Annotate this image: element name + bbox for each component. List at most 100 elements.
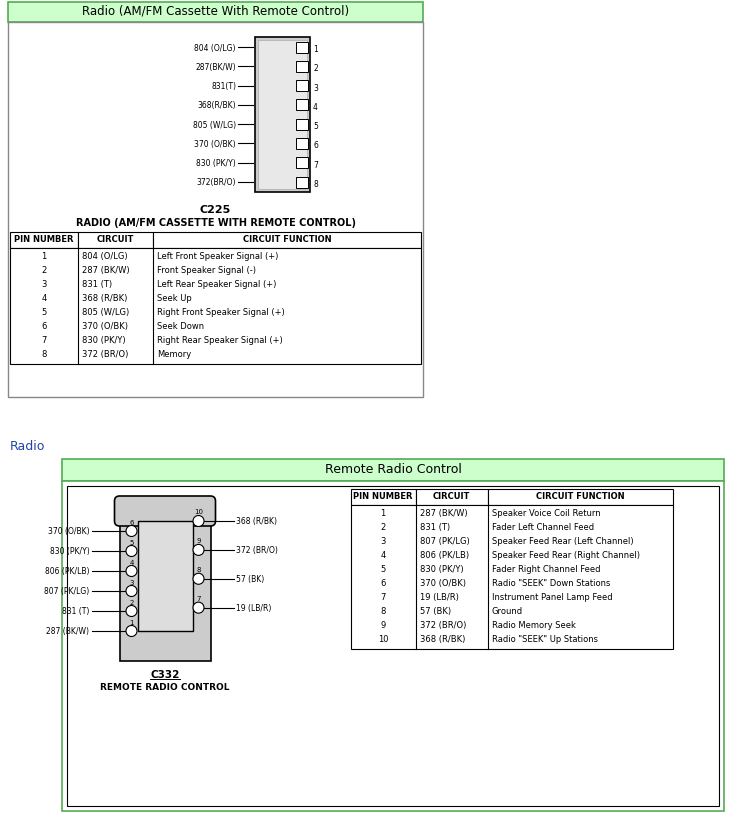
Bar: [78, 233, 153, 249]
Bar: [8, 3, 423, 23]
Text: 10: 10: [378, 634, 389, 643]
Text: CIRCUIT FUNCTION: CIRCUIT FUNCTION: [536, 491, 624, 500]
Text: Ground: Ground: [492, 606, 523, 615]
Bar: [296, 81, 308, 92]
Circle shape: [193, 573, 204, 585]
Text: 831(T): 831(T): [211, 82, 236, 91]
Text: 805 (W/LG): 805 (W/LG): [82, 308, 130, 317]
Text: 830 (PK/Y): 830 (PK/Y): [419, 564, 463, 573]
Text: 287 (BK/W): 287 (BK/W): [47, 627, 89, 636]
Text: Right Front Speaker Signal (+): Right Front Speaker Signal (+): [157, 308, 285, 317]
Text: Fader Left Channel Feed: Fader Left Channel Feed: [492, 523, 594, 532]
Text: 4: 4: [313, 102, 318, 111]
Text: 804 (O/LG): 804 (O/LG): [195, 43, 236, 52]
Text: Front Speaker Signal (-): Front Speaker Signal (-): [157, 265, 256, 274]
Text: 830 (PK/Y): 830 (PK/Y): [196, 159, 236, 168]
Circle shape: [126, 545, 137, 557]
Bar: [62, 482, 724, 811]
Text: 831 (T): 831 (T): [62, 607, 89, 616]
Bar: [67, 486, 719, 806]
Text: 370 (O/BK): 370 (O/BK): [48, 527, 89, 536]
Text: 57 (BK): 57 (BK): [236, 575, 264, 584]
Bar: [138, 522, 193, 631]
Text: 8: 8: [41, 350, 47, 359]
Text: 3: 3: [130, 579, 134, 586]
Text: 9: 9: [196, 537, 201, 543]
Bar: [10, 249, 421, 364]
Text: 370 (O/BK): 370 (O/BK): [195, 140, 236, 149]
Bar: [296, 61, 308, 73]
Bar: [296, 120, 308, 130]
Text: 805 (W/LG): 805 (W/LG): [193, 120, 236, 129]
Text: 6: 6: [130, 519, 134, 525]
Text: 830 (PK/Y): 830 (PK/Y): [82, 336, 126, 345]
Text: Radio "SEEK" Up Stations: Radio "SEEK" Up Stations: [492, 634, 597, 643]
Text: 2: 2: [130, 600, 134, 605]
Text: 4: 4: [381, 550, 386, 559]
Text: 287 (BK/W): 287 (BK/W): [419, 509, 467, 518]
Text: 4: 4: [42, 294, 47, 303]
Text: Speaker Feed Rear (Right Channel): Speaker Feed Rear (Right Channel): [492, 550, 640, 559]
Text: 5: 5: [42, 308, 47, 317]
Text: 1: 1: [130, 619, 134, 625]
Bar: [351, 490, 416, 505]
Circle shape: [126, 566, 137, 577]
Text: 807 (PK/LG): 807 (PK/LG): [44, 586, 89, 595]
Circle shape: [193, 603, 204, 613]
Text: 368 (R/BK): 368 (R/BK): [419, 634, 465, 643]
Text: Seek Up: Seek Up: [157, 294, 192, 303]
Text: Speaker Voice Coil Return: Speaker Voice Coil Return: [492, 509, 600, 518]
Text: 830 (PK/Y): 830 (PK/Y): [50, 547, 89, 556]
Bar: [351, 505, 673, 649]
Text: 8: 8: [196, 566, 201, 572]
Bar: [258, 41, 307, 190]
Text: 19 (LB/R): 19 (LB/R): [236, 604, 271, 613]
Text: Radio: Radio: [10, 440, 45, 452]
Text: 2: 2: [42, 265, 47, 274]
Text: Seek Down: Seek Down: [157, 322, 204, 331]
Text: 370 (O/BK): 370 (O/BK): [82, 322, 128, 331]
Text: Speaker Feed Rear (Left Channel): Speaker Feed Rear (Left Channel): [492, 536, 633, 545]
Text: 5: 5: [130, 540, 134, 545]
Text: 5: 5: [313, 122, 318, 131]
Bar: [296, 100, 308, 111]
Text: C332: C332: [150, 669, 179, 679]
Bar: [62, 459, 724, 482]
Text: 7: 7: [196, 595, 201, 601]
Text: 3: 3: [381, 536, 386, 545]
Circle shape: [126, 586, 137, 597]
Text: 806 (PK/LB): 806 (PK/LB): [419, 550, 468, 559]
Text: 2: 2: [381, 523, 386, 532]
Text: 831 (T): 831 (T): [82, 279, 112, 288]
Bar: [153, 233, 421, 249]
Text: 368 (R/BK): 368 (R/BK): [82, 294, 127, 303]
Text: C225: C225: [200, 205, 231, 215]
Text: 372 (BR/O): 372 (BR/O): [236, 545, 277, 554]
Text: 831 (T): 831 (T): [419, 523, 449, 532]
Text: Right Rear Speaker Signal (+): Right Rear Speaker Signal (+): [157, 336, 283, 345]
Circle shape: [126, 526, 137, 536]
Bar: [10, 233, 78, 249]
Text: 7: 7: [381, 592, 386, 601]
Bar: [8, 23, 423, 397]
Text: PIN NUMBER: PIN NUMBER: [354, 491, 413, 500]
Text: 370 (O/BK): 370 (O/BK): [419, 578, 466, 587]
Text: 8: 8: [381, 606, 386, 615]
Bar: [488, 490, 673, 505]
FancyBboxPatch shape: [114, 496, 215, 527]
Text: CIRCUIT: CIRCUIT: [97, 235, 134, 244]
Text: 8: 8: [313, 180, 318, 188]
Circle shape: [126, 606, 137, 617]
Text: 6: 6: [41, 322, 47, 331]
Text: 2: 2: [313, 64, 318, 73]
Text: 1: 1: [42, 251, 47, 260]
Text: 9: 9: [381, 620, 386, 629]
Text: 6: 6: [313, 141, 318, 150]
Text: 372 (BR/O): 372 (BR/O): [419, 620, 466, 629]
Text: Instrument Panel Lamp Feed: Instrument Panel Lamp Feed: [492, 592, 612, 601]
Bar: [296, 158, 308, 169]
Text: 287 (BK/W): 287 (BK/W): [82, 265, 130, 274]
Text: 368(R/BK): 368(R/BK): [198, 102, 236, 111]
Text: REMOTE RADIO CONTROL: REMOTE RADIO CONTROL: [100, 682, 230, 691]
Text: 804 (O/LG): 804 (O/LG): [82, 251, 127, 260]
